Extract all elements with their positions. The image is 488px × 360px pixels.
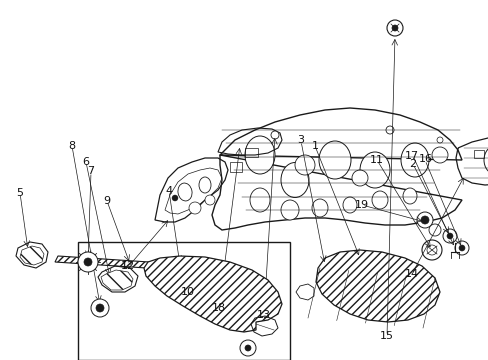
Polygon shape [315,250,439,322]
Ellipse shape [483,146,488,174]
Circle shape [204,195,215,205]
Polygon shape [20,246,44,265]
Text: 1: 1 [311,141,318,151]
Ellipse shape [249,188,269,212]
Text: 13: 13 [257,310,270,320]
Circle shape [446,233,452,239]
Text: 5: 5 [16,188,23,198]
Circle shape [426,245,436,255]
Circle shape [189,202,201,214]
Circle shape [421,240,441,260]
Ellipse shape [281,200,298,220]
Ellipse shape [199,177,210,193]
Text: 9: 9 [103,196,110,206]
Text: 3: 3 [297,135,304,145]
Circle shape [420,216,428,224]
Text: 4: 4 [165,186,172,196]
Ellipse shape [400,143,428,177]
Circle shape [240,340,256,356]
Text: 14: 14 [404,269,418,279]
Circle shape [270,131,279,139]
Circle shape [436,137,442,143]
Ellipse shape [311,199,327,217]
Text: 19: 19 [354,200,368,210]
Circle shape [78,252,98,272]
Circle shape [386,20,402,36]
Circle shape [91,299,109,317]
Circle shape [351,170,367,186]
Text: 11: 11 [369,155,383,165]
Circle shape [416,212,432,228]
Ellipse shape [402,188,416,204]
Text: 17: 17 [405,151,418,161]
Ellipse shape [371,191,387,209]
Circle shape [96,304,104,312]
Ellipse shape [244,136,274,174]
Text: 2: 2 [408,159,415,169]
Ellipse shape [359,152,389,188]
Bar [78,242,289,360]
Circle shape [84,258,92,266]
Polygon shape [101,270,133,290]
Circle shape [385,126,393,134]
Text: 8: 8 [68,141,75,151]
Circle shape [294,155,314,175]
Text: 16: 16 [418,154,431,165]
Text: 15: 15 [380,330,393,341]
Circle shape [431,147,447,163]
Text: 12: 12 [121,261,135,271]
Circle shape [244,345,250,351]
Ellipse shape [281,162,308,198]
Circle shape [428,224,440,236]
Ellipse shape [342,197,356,213]
Text: 18: 18 [212,303,225,313]
Text: 7: 7 [87,166,94,176]
Circle shape [391,25,397,31]
Circle shape [442,229,456,243]
Polygon shape [143,256,282,332]
Ellipse shape [318,141,350,179]
Circle shape [454,241,468,255]
Ellipse shape [178,183,192,201]
Polygon shape [55,256,240,274]
Text: 10: 10 [181,287,195,297]
Circle shape [172,195,178,201]
Text: 6: 6 [82,157,89,167]
Circle shape [458,245,464,251]
